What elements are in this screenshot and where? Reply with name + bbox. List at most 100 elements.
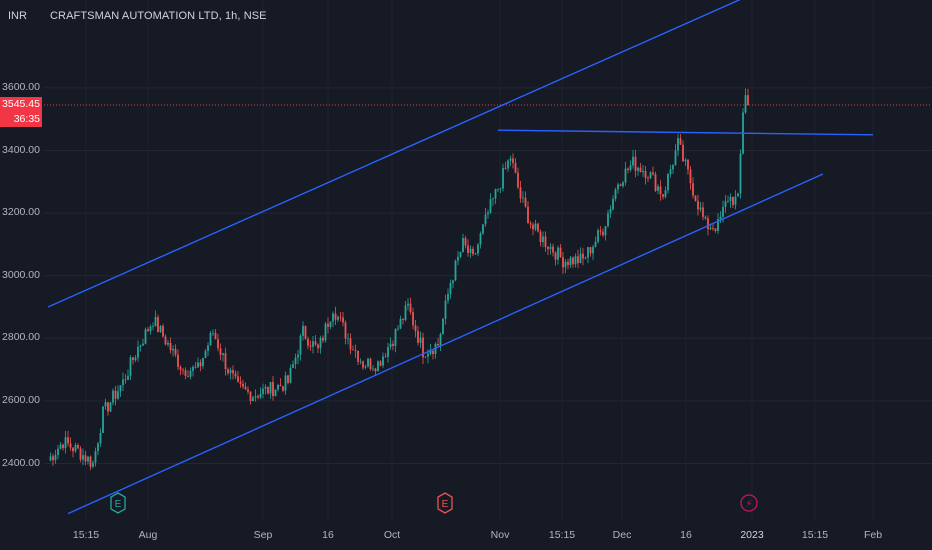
- candle: [572, 256, 574, 268]
- candle: [339, 312, 342, 322]
- candle: [169, 337, 172, 354]
- candle: [229, 367, 232, 380]
- candle: [359, 358, 362, 365]
- candle: [224, 347, 227, 376]
- candle: [612, 195, 614, 211]
- candle: [447, 288, 449, 304]
- candle: [354, 344, 357, 358]
- x-tick-label: Aug: [138, 529, 158, 541]
- candle: [539, 229, 542, 247]
- candle: [322, 335, 324, 344]
- candle: [482, 224, 484, 235]
- candle: [732, 196, 734, 208]
- candle: [619, 183, 622, 187]
- candle: [54, 449, 57, 464]
- candle: [84, 450, 87, 466]
- candle: [272, 376, 274, 401]
- candle: [79, 446, 82, 463]
- candle: [702, 202, 704, 221]
- candle: [729, 193, 732, 208]
- candle: [264, 384, 267, 395]
- candle: [67, 430, 69, 447]
- candle: [462, 233, 464, 253]
- candle: [662, 194, 664, 200]
- candle: [519, 180, 522, 203]
- candle: [242, 379, 244, 389]
- event-glyph: E: [442, 499, 449, 510]
- candle: [327, 317, 329, 334]
- candle: [227, 367, 229, 376]
- event-glyph: E: [115, 499, 122, 510]
- candle: [624, 162, 627, 186]
- candle: [637, 166, 639, 176]
- candle: [567, 258, 569, 270]
- candle: [472, 246, 474, 257]
- candle: [597, 228, 599, 244]
- candle: [402, 318, 404, 325]
- bar-countdown-label: 36:35: [0, 111, 42, 127]
- candle: [62, 443, 64, 451]
- candle: [254, 389, 257, 402]
- candle: [232, 365, 234, 380]
- last-price-label: 3545.45: [0, 96, 42, 112]
- candle: [337, 315, 339, 323]
- candle: [679, 134, 682, 145]
- candle: [419, 331, 422, 348]
- candle: [684, 158, 687, 166]
- candle: [717, 213, 719, 235]
- candle: [669, 164, 672, 178]
- candle: [57, 445, 59, 460]
- candle: [627, 167, 629, 174]
- candle: [664, 186, 667, 199]
- candle: [497, 188, 499, 193]
- candle: [132, 356, 134, 365]
- candle: [174, 344, 177, 358]
- trendlines[interactable]: [47, 0, 874, 515]
- candle: [599, 226, 602, 236]
- candle: [347, 333, 349, 345]
- candle: [94, 447, 97, 467]
- candle: [647, 175, 649, 182]
- candle: [262, 383, 264, 399]
- candle: [424, 356, 427, 359]
- split-event-icon[interactable]: ⚡: [740, 494, 758, 516]
- candle: [294, 353, 297, 369]
- candle: [352, 345, 354, 351]
- candle: [672, 163, 674, 174]
- candle: [484, 207, 487, 227]
- symbol-title[interactable]: CRAFTSMAN AUTOMATION LTD, 1h, NSE: [50, 10, 267, 22]
- candle: [299, 333, 302, 361]
- candle: [189, 367, 192, 380]
- candle: [554, 251, 557, 266]
- candle: [269, 381, 272, 399]
- candle: [247, 386, 249, 395]
- candle: [499, 187, 502, 193]
- candle: [682, 140, 684, 163]
- candle: [302, 321, 304, 341]
- candle: [142, 338, 144, 346]
- candle: [457, 251, 459, 266]
- candle: [332, 311, 334, 328]
- candle: [642, 164, 644, 177]
- candle: [524, 191, 527, 208]
- candle: [252, 395, 254, 402]
- candle: [704, 215, 707, 220]
- candle: [209, 330, 212, 346]
- candle: [74, 442, 77, 453]
- candle: [112, 388, 114, 406]
- earnings-event-icon[interactable]: E: [110, 492, 126, 514]
- candle: [154, 310, 157, 327]
- candle: [177, 349, 179, 371]
- candle: [467, 239, 469, 257]
- y-tick-label: 2800.00: [2, 331, 40, 344]
- candle: [659, 180, 662, 201]
- grid: [44, 0, 932, 520]
- candle: [562, 251, 564, 274]
- candle: [399, 315, 402, 330]
- candle: [87, 456, 89, 465]
- candle: [282, 386, 284, 393]
- candle: [127, 369, 129, 380]
- earnings-event-icon[interactable]: E: [437, 492, 453, 514]
